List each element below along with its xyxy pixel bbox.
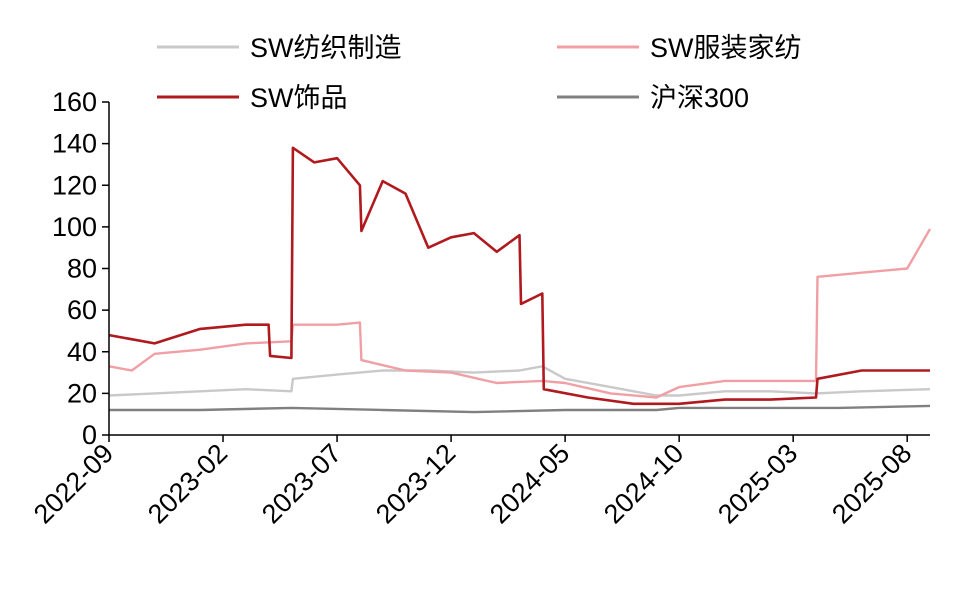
legend: SW纺织制造 SW服装家纺 SW饰品 沪深300 — [157, 33, 802, 113]
y-tick-label: 60 — [67, 295, 97, 325]
axes: 0 20 40 60 80 100 120 140 160 2022-09 2023-02 2023-… — [28, 87, 930, 529]
y-tick-label: 160 — [52, 87, 97, 117]
x-tick-label: 2025-03 — [712, 438, 803, 529]
y-tick-label: 0 — [82, 420, 97, 450]
x-tick-label: 2024-05 — [484, 438, 575, 529]
y-tick-label: 20 — [67, 378, 97, 408]
x-tick-label: 2023-02 — [142, 438, 233, 529]
y-tick-label: 80 — [67, 254, 97, 284]
x-tick-label: 2024-10 — [598, 438, 689, 529]
x-tick-label: 2023-07 — [256, 438, 347, 529]
series-line-2 — [108, 228, 932, 399]
y-tick-label: 120 — [52, 170, 97, 200]
x-tick-label: 2025-08 — [826, 438, 917, 529]
y-tick-label: 140 — [52, 129, 97, 159]
plot-area — [108, 146, 932, 414]
legend-label-4: 沪深300 — [650, 83, 749, 113]
y-tick-label: 40 — [67, 337, 97, 367]
x-tick-label: 2023-12 — [370, 438, 461, 529]
legend-label-3: SW饰品 — [250, 83, 348, 113]
series-line-4 — [109, 404, 931, 414]
legend-label-1: SW纺织制造 — [250, 33, 402, 63]
y-tick-label: 100 — [52, 212, 97, 242]
series-line-1 — [108, 365, 931, 397]
legend-label-2: SW服装家纺 — [650, 33, 802, 63]
series-line-3 — [108, 146, 930, 406]
x-tick-label: 2022-09 — [28, 438, 119, 529]
